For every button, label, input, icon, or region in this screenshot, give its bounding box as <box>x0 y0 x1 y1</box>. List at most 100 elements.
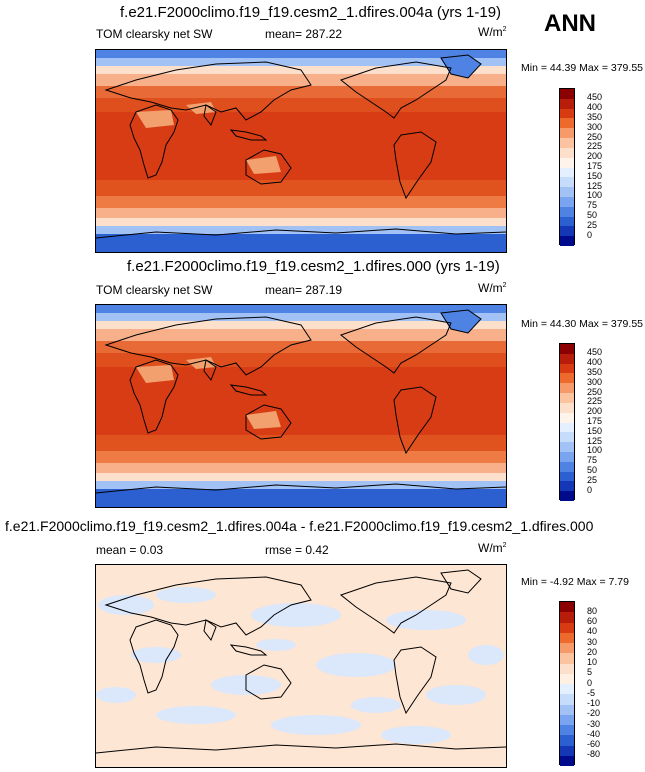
diff-blob <box>426 685 486 705</box>
colorbar-swatch <box>560 755 574 766</box>
desert-patch <box>246 156 281 174</box>
colorbar-tick-label: 150 <box>587 425 603 436</box>
colorbar-tick-label: 300 <box>587 121 603 132</box>
colorbar-swatch <box>560 491 574 501</box>
panel3-title: f.e21.F2000climo.f19_f19.cesm2_1.dfires.… <box>5 518 594 534</box>
colorbar-tick-label: 150 <box>587 170 603 181</box>
polar-band <box>96 74 506 86</box>
colorbar-swatch <box>560 481 574 492</box>
colorbar-swatch <box>560 393 574 403</box>
colorbar-swatch <box>560 673 574 684</box>
coastline <box>440 54 482 79</box>
panel2-variable-label: TOM clearsky net SW <box>96 283 213 297</box>
zonal-band <box>96 435 506 451</box>
panel2-title: f.e21.F2000climo.f19_f19.cesm2_1.dfires.… <box>127 258 500 275</box>
colorbar-swatch <box>560 236 574 246</box>
diff-blob <box>131 647 181 663</box>
diff-blob <box>98 595 154 615</box>
colorbar-swatch <box>560 353 574 364</box>
colorbar-swatch <box>560 725 574 736</box>
colorbar-tick-label: 400 <box>587 102 603 113</box>
zonal-band <box>96 226 506 234</box>
zonal-band <box>96 489 506 507</box>
colorbar-swatch <box>560 442 574 452</box>
colorbar-swatch <box>560 694 574 705</box>
colorbar-swatch <box>560 471 574 482</box>
colorbar-swatch <box>560 138 574 148</box>
colorbar-swatch <box>560 684 574 695</box>
coastline <box>245 404 292 440</box>
diff-blob <box>351 697 401 713</box>
coastline <box>96 228 506 239</box>
colorbar-swatch <box>560 98 574 109</box>
colorbar-tick-label: -80 <box>587 749 601 760</box>
colorbar-tick-label: 200 <box>587 151 603 162</box>
coastline <box>104 61 312 121</box>
colorbar-swatch <box>560 461 574 472</box>
colorbar-swatch <box>560 108 574 119</box>
colorbar-tick-label: -5 <box>587 687 596 698</box>
colorbar-swatch <box>560 663 574 674</box>
coastline <box>203 619 217 642</box>
colorbar-tick-label: 200 <box>587 406 603 417</box>
coastline <box>203 104 217 127</box>
coastline <box>339 576 452 634</box>
colorbar-swatch <box>560 622 574 633</box>
colorbar-swatch <box>560 216 574 227</box>
colorbar-swatch <box>560 383 574 394</box>
panel2-minmax: Min = 44.30 Max = 379.55 <box>521 318 643 330</box>
colorbar-swatch <box>560 147 574 158</box>
colorbar-swatch <box>560 714 574 725</box>
zonal-band <box>96 208 506 218</box>
colorbar-tick-label: 225 <box>587 141 603 152</box>
colorbar-swatch <box>560 412 574 423</box>
colorbar-tick-label: 0 <box>587 229 593 240</box>
colorbar-tick-label: 225 <box>587 396 603 407</box>
polar-band <box>96 305 506 313</box>
coastline <box>229 644 268 656</box>
zonal-band <box>96 463 506 473</box>
colorbar-swatch <box>560 373 574 384</box>
diff-blob <box>381 726 451 744</box>
coastline <box>339 61 452 119</box>
desert-patch <box>136 365 174 383</box>
colorbar-tick-label: 250 <box>587 131 603 142</box>
desert-patch <box>246 411 281 429</box>
coastline <box>104 576 312 636</box>
panel1-variable-label: TOM clearsky net SW <box>96 27 213 41</box>
panel1-title: f.e21.F2000climo.f19_f19.cesm2_1.dfires.… <box>120 4 502 21</box>
colorbar-tick-label: 20 <box>587 646 598 657</box>
colorbar-tick-label: 350 <box>587 366 603 377</box>
colorbar-swatch <box>560 451 574 462</box>
desert-patch <box>136 110 174 128</box>
colorbar-swatch <box>560 745 574 756</box>
colorbar-swatch <box>560 612 574 623</box>
colorbar-swatch <box>560 177 574 188</box>
polar-band <box>96 50 506 58</box>
colorbar-tick-label: 175 <box>587 161 603 171</box>
panel3-units: W/m2 <box>478 541 507 555</box>
colorbar-tick-label: -60 <box>587 739 601 749</box>
colorbar-swatch <box>560 344 574 354</box>
panel1-map <box>95 49 507 253</box>
colorbar-swatch <box>560 89 574 99</box>
coastline <box>440 309 482 334</box>
colorbar-swatch <box>560 402 574 413</box>
colorbar-swatch <box>560 226 574 237</box>
coastline <box>393 131 437 200</box>
panel3-colorbar <box>559 601 575 766</box>
ice-patch <box>441 310 481 333</box>
panel3-minmax: Min = -4.92 Max = 7.79 <box>521 576 629 588</box>
panel1-units: W/m2 <box>478 25 507 39</box>
diff-blob <box>96 687 136 703</box>
colorbar-tick-label: -10 <box>587 698 601 708</box>
zonal-band <box>96 180 506 196</box>
colorbar-swatch <box>560 432 574 443</box>
coastline <box>129 619 179 694</box>
colorbar-tick-label: 40 <box>587 626 598 637</box>
panel2-mean: mean= 287.19 <box>265 283 343 297</box>
colorbar-swatch <box>560 704 574 715</box>
diff-blob <box>156 587 216 603</box>
desert-patch <box>186 102 216 114</box>
coastline <box>393 646 437 715</box>
